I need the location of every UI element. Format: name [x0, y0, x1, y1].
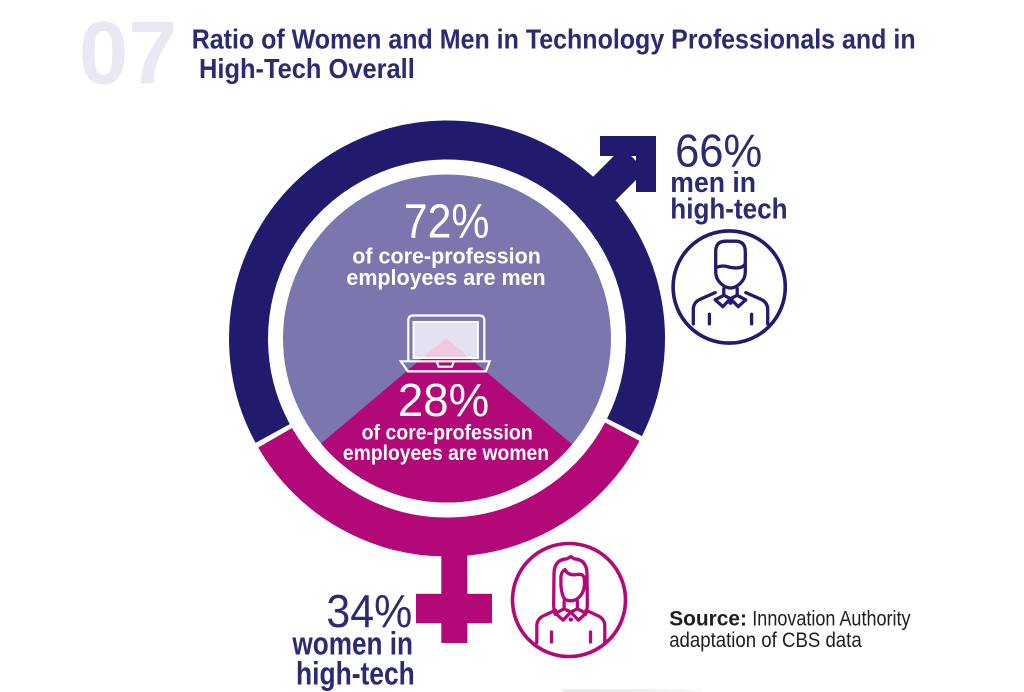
svg-text:of core-profession: of core-profession — [352, 243, 541, 268]
svg-text:28%: 28% — [398, 374, 489, 426]
svg-text:07: 07 — [79, 2, 177, 102]
svg-text:of core-profession: of core-profession — [362, 421, 533, 445]
svg-text:Ratio of Women and Men in Tech: Ratio of Women and Men in Technology Pro… — [192, 24, 916, 55]
svg-text:High-Tech Overall: High-Tech Overall — [199, 53, 415, 84]
svg-text:Innovation Authority: Innovation Authority — [752, 607, 910, 631]
svg-text:Source:: Source: — [669, 607, 747, 631]
svg-text:men in: men in — [670, 167, 756, 199]
svg-text:66%: 66% — [675, 125, 762, 177]
svg-text:34%: 34% — [326, 585, 412, 637]
svg-text:high-tech: high-tech — [296, 656, 415, 692]
svg-text:high-tech: high-tech — [670, 194, 787, 226]
svg-text:adaptation of CBS data: adaptation of CBS data — [669, 628, 862, 652]
svg-text:72%: 72% — [404, 195, 490, 248]
svg-text:employees are women: employees are women — [343, 441, 549, 465]
svg-text:women in: women in — [292, 626, 413, 662]
svg-text:employees are men: employees are men — [346, 265, 545, 290]
